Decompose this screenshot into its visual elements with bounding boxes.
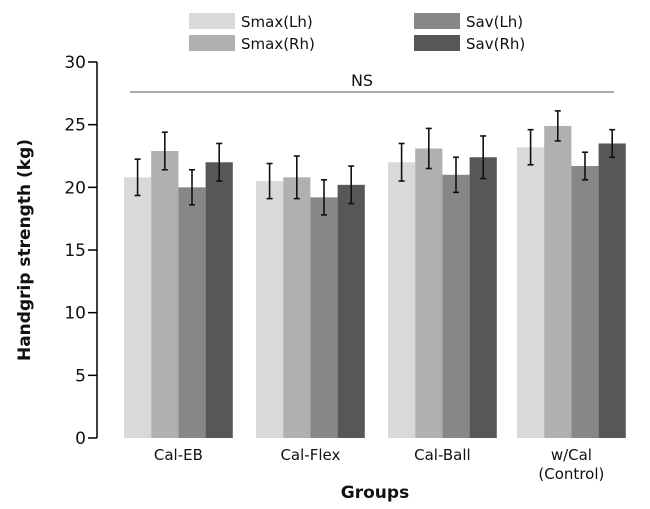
bar-sav-rh <box>598 143 626 438</box>
bar-smax-lh <box>124 177 152 438</box>
bar-smax-lh <box>517 147 545 438</box>
y-axis-title: Handgrip strength (kg) <box>15 139 35 361</box>
legend-label: Sav(Rh) <box>466 35 525 53</box>
bar-sav-lh <box>178 187 206 438</box>
error-bars <box>134 110 616 216</box>
x-tick-label: (Control) <box>538 465 604 483</box>
bar-smax-rh <box>544 125 572 439</box>
y-tick-label: 15 <box>64 241 86 261</box>
bar-smax-lh <box>256 181 284 439</box>
x-tick-label: Cal-Ball <box>414 446 471 464</box>
bar-sav-rh <box>205 162 233 438</box>
bar-sav-lh <box>571 166 599 438</box>
legend-label: Smax(Lh) <box>241 13 313 31</box>
legend-swatch <box>414 35 460 51</box>
y-tick-label: 5 <box>75 366 86 386</box>
x-tick-label: Cal-EB <box>154 446 203 464</box>
bar-sav-lh <box>442 174 470 439</box>
bar-smax-rh <box>283 177 311 438</box>
bars <box>124 125 626 439</box>
bar-sav-rh <box>337 184 365 438</box>
y-tick-label: 0 <box>75 429 86 449</box>
x-axis-title: Groups <box>341 483 409 503</box>
y-axis: 0 5 10 15 20 25 30 <box>64 53 98 449</box>
legend-swatch <box>189 35 235 51</box>
bar-smax-rh <box>151 150 179 438</box>
bar-sav-lh <box>310 197 338 438</box>
legend-swatch <box>414 13 460 29</box>
legend-label: Smax(Rh) <box>241 35 315 53</box>
bar-sav-rh <box>469 157 497 438</box>
legend: Smax(Lh) Smax(Rh) Sav(Lh) Sav(Rh) <box>189 13 525 53</box>
bar-smax-lh <box>388 162 416 438</box>
y-tick-label: 20 <box>64 178 86 198</box>
y-tick-label: 30 <box>64 53 86 73</box>
x-tick-label: w/Cal <box>551 446 592 464</box>
bar-smax-rh <box>415 148 443 439</box>
x-tick-label: Cal-Flex <box>280 446 340 464</box>
x-axis-labels: Cal-EB Cal-Flex Cal-Ball w/Cal(Control) <box>154 446 604 483</box>
legend-label: Sav(Lh) <box>466 13 523 31</box>
y-tick-label: 25 <box>64 116 86 136</box>
legend-swatch <box>189 13 235 29</box>
annotations: NS <box>130 71 614 93</box>
y-tick-label: 10 <box>64 304 86 324</box>
significance-label: NS <box>351 71 373 90</box>
